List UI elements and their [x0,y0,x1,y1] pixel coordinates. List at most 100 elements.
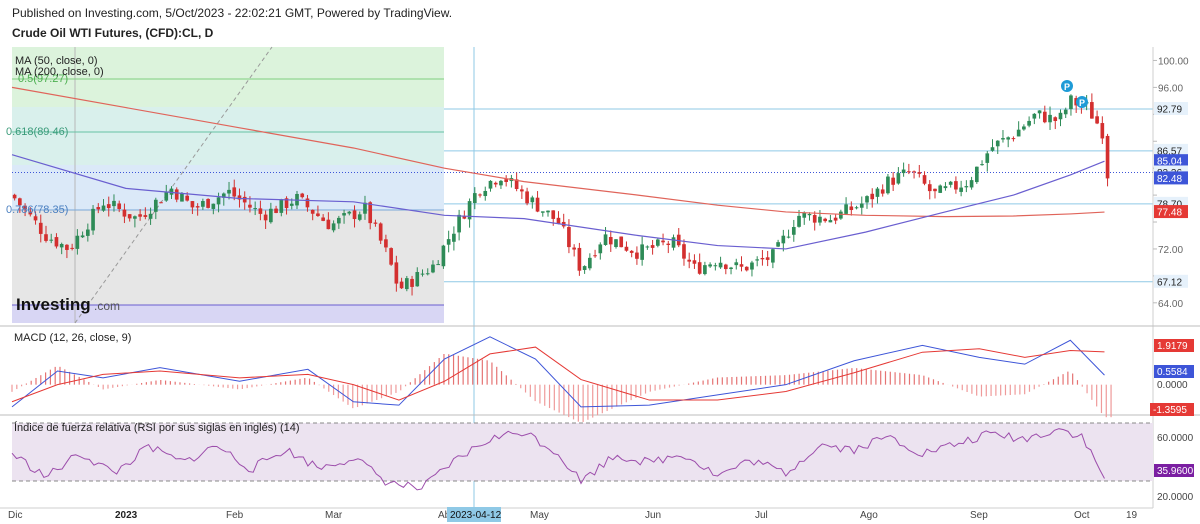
candle [682,239,686,266]
candle [133,215,137,228]
candle [242,191,247,210]
macd-line [11,336,1105,408]
candle [112,194,116,212]
svg-text:67.12: 67.12 [1157,277,1182,288]
candle [603,227,608,246]
candle [823,217,827,223]
candle [985,150,990,172]
candle [478,193,482,198]
date-cursor-tag: 2023-04-12 [450,510,502,521]
candle [462,210,467,220]
candle [948,180,953,188]
candle [153,197,158,220]
candle [389,247,393,266]
candle [347,210,352,216]
candle [1001,130,1005,143]
candle [80,231,85,239]
candle [1095,110,1099,125]
price-tag-7: 67.12 [1154,274,1188,288]
candle [504,175,509,187]
x-label-dic: Dic [8,510,22,521]
candle [452,226,456,251]
candle [624,241,629,252]
candle [723,263,728,275]
candle [567,219,571,254]
candle [446,230,451,253]
y-tick-label: 100.00 [1158,56,1189,67]
candle [818,210,822,226]
candle [373,219,378,227]
candle [619,236,624,248]
candle [201,198,205,210]
candle [499,179,503,189]
candle [1058,109,1063,127]
candle [232,179,237,201]
fib-zone-teal [12,107,444,165]
y-tick-label: 64.00 [1158,299,1183,310]
x-label-19: 19 [1126,510,1138,521]
candle [650,239,655,255]
candle [331,220,336,233]
candle [849,201,854,216]
candle [891,172,895,191]
candle [410,275,414,296]
candle [300,192,305,199]
candle [833,214,838,225]
candle [802,211,807,225]
pivot-marker-1[interactable]: P [1061,80,1073,92]
price-tag-6: 77.48 [1154,205,1188,219]
candle [509,174,514,188]
investing-logo: Investing .com [16,295,120,314]
candle [1032,113,1037,125]
candle [697,253,702,275]
candle [253,201,257,216]
candle [164,184,169,202]
candle [326,212,331,230]
candle [70,243,74,251]
svg-text:35.9600: 35.9600 [1157,466,1194,477]
candle [608,230,613,252]
candle [399,277,404,289]
candle [174,187,179,203]
ma50-line [11,154,1105,250]
candle [907,163,911,175]
candle [760,250,765,266]
candle [425,268,430,276]
rsi-tick-60: 60.0000 [1157,433,1194,444]
candle [117,200,122,213]
candle [875,186,880,204]
candle [159,201,163,204]
candle [404,275,409,292]
svg-text:0.5584: 0.5584 [1157,367,1188,378]
pivot-marker-2[interactable]: P [1076,96,1088,108]
candle [901,162,906,177]
macd-signal-line [11,346,1105,403]
x-label-may: May [530,510,549,521]
candle [938,184,943,194]
candle [85,223,90,242]
fib-label-05: 0.5(97.27) [18,73,68,85]
candle [917,164,922,178]
horizontal-levels [444,108,1153,283]
candle [844,197,848,215]
ma200-line [11,86,1105,218]
candle [54,233,59,249]
candle [995,140,1000,155]
candle [274,205,278,214]
fib-zone-lavender [12,305,444,323]
candle [258,200,263,221]
ma50-legend: MA (50, close, 0) [15,55,98,67]
x-label-feb: Feb [226,510,244,521]
candle [1027,116,1031,128]
candle [1090,93,1094,119]
candle [854,205,859,210]
candle [912,170,916,179]
fib-zone-blue [12,165,444,210]
candle [530,195,535,209]
candle [1048,106,1052,130]
candle [221,192,226,206]
x-label-ab: Ab [438,510,451,521]
candle [593,249,597,258]
